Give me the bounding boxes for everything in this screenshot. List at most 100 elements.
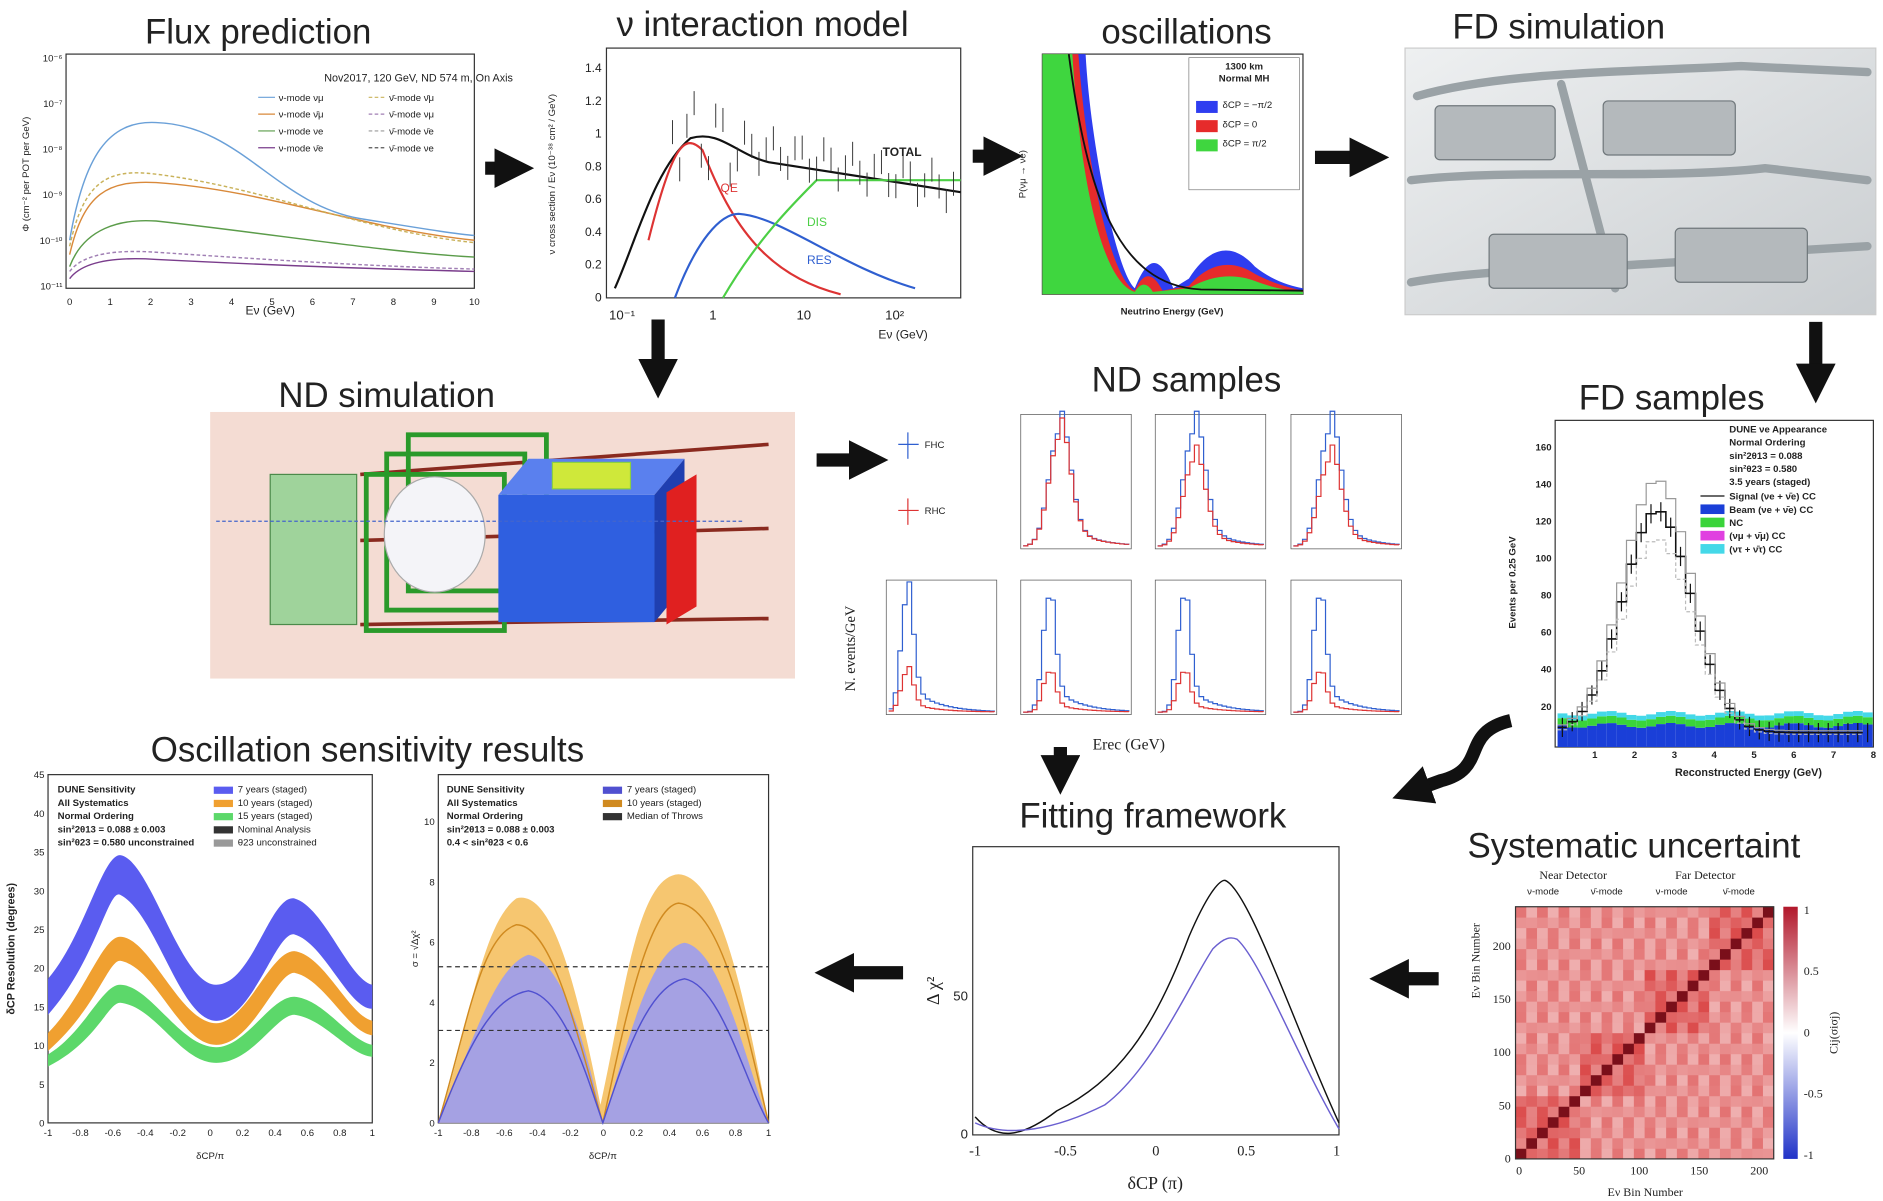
label: -0.6 (105, 1128, 122, 1139)
label: -0.5 (1804, 1087, 1823, 1101)
group: DUNE νe Appearance Normal Ordering sin²2θ1… (1700, 424, 1827, 555)
heat-cell (1537, 1137, 1549, 1149)
label: 0 (961, 1127, 968, 1142)
label: 3 (1672, 750, 1677, 761)
heat-cell (1719, 917, 1732, 929)
heat-cell (1709, 906, 1721, 918)
heat-cell (1612, 948, 1624, 960)
heat-cell (1709, 1116, 1721, 1128)
heat-cell (1666, 1074, 1678, 1086)
label: All Systematics (58, 798, 129, 809)
label: 1300 km (1225, 62, 1263, 73)
heat-cell (1580, 1043, 1592, 1055)
heat-cell (1558, 1053, 1570, 1065)
label: FD samples (1579, 379, 1765, 418)
heat-cell (1698, 969, 1710, 981)
heat-cell (1762, 1001, 1775, 1013)
heat-cell (1590, 1106, 1602, 1118)
beam-bkg (1685, 726, 1696, 748)
label: 0 (207, 1128, 212, 1139)
heat-cell (1547, 1022, 1559, 1034)
heat-cell (1547, 1074, 1559, 1086)
heat-cell (1676, 959, 1689, 971)
heat-cell (1612, 980, 1624, 992)
heat-cell (1752, 1032, 1764, 1044)
label: P(νμ → νe) (1018, 150, 1029, 198)
shape (1554, 419, 1874, 748)
heat-cell (1730, 1074, 1742, 1086)
label: 10 (796, 307, 811, 322)
label: 40 (1541, 665, 1552, 676)
shape (48, 855, 373, 1021)
heat-cell (1558, 1148, 1570, 1160)
heat-cell (1655, 948, 1667, 960)
heat-cell (1741, 948, 1753, 960)
heat-cell (1526, 1106, 1538, 1118)
heat-cell (1687, 938, 1699, 950)
label: FD simulation (1452, 7, 1665, 46)
heat-cell (1558, 948, 1570, 960)
label: 7 (350, 297, 355, 308)
heat-cell (1730, 1043, 1742, 1055)
heat-cell (1762, 1137, 1775, 1149)
heat-cell (1666, 1085, 1678, 1097)
heat-cell (1741, 959, 1753, 971)
group: DUNE Sensitivity All Systematics Normal Or… (58, 785, 317, 849)
heat-cell (1698, 1085, 1710, 1097)
heat-cell (1687, 1064, 1699, 1076)
heat-cell (1687, 1043, 1699, 1055)
label: 100 (1493, 1045, 1511, 1059)
heat-cell (1698, 1053, 1710, 1065)
label: -1 (44, 1128, 53, 1139)
heat-cell (1526, 1127, 1538, 1139)
label: 80 (1541, 591, 1552, 602)
heat-cell (1730, 969, 1742, 981)
tau-bkg (1596, 711, 1607, 717)
label: Signal (νe + ν̄e) CC (1729, 492, 1816, 503)
label: NC (1729, 518, 1743, 529)
label: Nominal Analysis (238, 824, 311, 835)
heat-cell (1537, 990, 1549, 1002)
heat-cell (1698, 938, 1710, 950)
tau-bkg (1813, 715, 1824, 721)
legend-swatch (213, 839, 233, 847)
shape (1067, 53, 1303, 292)
heat-cell (1569, 1043, 1581, 1055)
heat-cell (1633, 1127, 1645, 1139)
heat-cell (1741, 1137, 1753, 1149)
heat-cell (1623, 1032, 1635, 1044)
heat-cell (1709, 948, 1721, 960)
heat-cell (1526, 1064, 1538, 1076)
nc-bkg (1793, 716, 1804, 724)
label: 40 (34, 809, 45, 820)
signal-alt (1557, 539, 1863, 735)
label: δCP/π (589, 1151, 617, 1162)
heat-cell (1730, 1148, 1742, 1160)
label: θ23 unconstrained (238, 837, 317, 848)
heat-cell (1526, 1085, 1538, 1097)
heat-cell (1709, 1127, 1721, 1139)
heat-cell (1526, 1011, 1538, 1023)
heat-cell (1719, 1001, 1732, 1013)
heat-cell (1515, 1074, 1527, 1086)
label: DUNE Sensitivity (447, 785, 526, 796)
label: 4 (229, 297, 235, 308)
heat-cell (1698, 906, 1710, 918)
beam-bkg (1646, 726, 1657, 748)
heat-cell (1655, 1095, 1667, 1107)
heat-cell (1655, 1053, 1667, 1065)
heat-cell (1730, 1022, 1742, 1034)
mini-plot (1154, 579, 1267, 715)
histogram (1293, 444, 1400, 547)
tau-bkg (1774, 713, 1785, 719)
heat-cell (1590, 1085, 1602, 1097)
shape (972, 846, 1340, 1136)
heat-cell (1526, 980, 1538, 992)
heat-cell (1730, 1032, 1742, 1044)
heat-cell (1730, 1116, 1742, 1128)
label: Fitting framework (1019, 796, 1287, 835)
label: DUNE Sensitivity (58, 785, 137, 796)
label: Eν (GeV) (246, 304, 295, 318)
heat-cell (1612, 1127, 1624, 1139)
heat-cell (1547, 1106, 1559, 1118)
